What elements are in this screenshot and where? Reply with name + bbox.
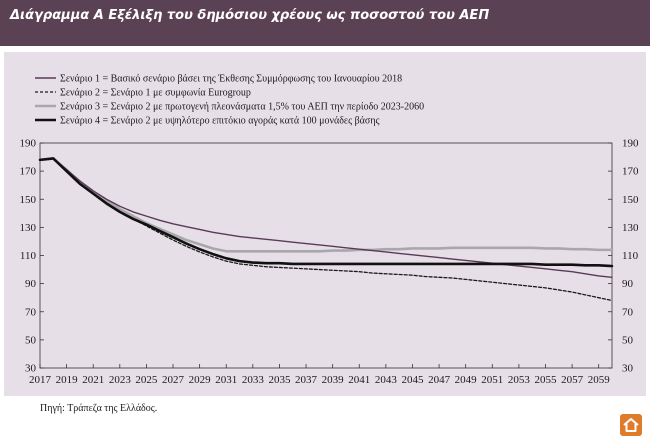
x-tick-label: 2031 <box>215 374 237 386</box>
legend-entry-3: Σενάριο 3 = Σενάριο 2 με πρωτογενή πλεον… <box>60 102 424 113</box>
series-line-scenario-2 <box>39 157 613 302</box>
y-tick-label-left: 170 <box>20 166 37 178</box>
series-line-scenario-4 <box>38 157 614 268</box>
x-tick-label: 2039 <box>322 374 345 386</box>
legend-entry-4: Σενάριο 4 = Σενάριο 2 με υψηλότερο επιτό… <box>60 116 380 127</box>
x-tick-label: 2035 <box>268 374 291 386</box>
x-tick-label: 2025 <box>135 374 158 386</box>
y-tick-label-right: 30 <box>622 363 634 375</box>
axes: 30 30 50 50 70 70 90 90 110 110 130 130 150 150 170 170… <box>20 138 640 387</box>
x-tick-label: 2029 <box>189 374 212 386</box>
y-tick-label-right: 130 <box>622 222 639 234</box>
x-tick-label: 2033 <box>242 374 265 386</box>
y-tick-label-left: 130 <box>20 222 37 234</box>
legend-entry-1: Σενάριο 1 = Βασικό σενάριο βάσει της Έκθ… <box>60 74 402 85</box>
x-tick-label: 2019 <box>56 374 79 386</box>
x-tick-label: 2021 <box>82 374 104 386</box>
y-tick-label-right: 110 <box>622 250 639 262</box>
x-tick-label: 2057 <box>561 374 584 386</box>
x-tick-label: 2053 <box>508 374 531 386</box>
y-tick-label-right: 150 <box>622 194 639 206</box>
y-tick-label-right: 90 <box>622 278 634 290</box>
x-tick-label: 2027 <box>162 374 185 386</box>
x-tick-label: 2017 <box>29 374 52 386</box>
plot-frame <box>39 142 613 369</box>
series-line-scenario-1 <box>39 157 613 278</box>
source-note: Πηγή: Τράπεζα της Ελλάδος. <box>40 403 158 414</box>
y-tick-label-right: 170 <box>622 166 639 178</box>
x-tick-label: 2023 <box>109 374 132 386</box>
chart-title: Διάγραμμα Α Εξέλιξη του δημόσιου χρέους … <box>10 8 490 23</box>
x-tick-label: 2047 <box>428 374 451 386</box>
x-tick-label: 2043 <box>375 374 398 386</box>
series-lines <box>38 157 614 302</box>
x-tick-label: 2059 <box>588 374 611 386</box>
y-tick-label-left: 70 <box>25 306 37 318</box>
house-logo-icon <box>620 414 642 436</box>
y-tick-label-right: 190 <box>622 138 639 150</box>
y-tick-label-left: 90 <box>25 278 37 290</box>
chart-header: Διάγραμμα Α Εξέλιξη του δημόσιου χρέους … <box>0 0 650 46</box>
x-tick-label: 2055 <box>534 374 557 386</box>
series-line-scenario-3 <box>38 157 614 253</box>
x-tick-label: 2049 <box>455 374 478 386</box>
y-tick-label-right: 70 <box>622 306 634 318</box>
x-tick-label: 2041 <box>348 374 370 386</box>
y-tick-label-left: 110 <box>20 250 37 262</box>
chart-panel <box>4 52 646 396</box>
x-tick-label: 2051 <box>481 374 503 386</box>
y-tick-label-left: 150 <box>20 194 37 206</box>
y-tick-label-right: 50 <box>622 334 634 346</box>
y-tick-label-left: 50 <box>25 334 37 346</box>
legend-entry-2: Σενάριο 2 = Σενάριο 1 με συμφωνία Eurogr… <box>60 88 251 99</box>
x-tick-label: 2037 <box>295 374 318 386</box>
y-tick-label-left: 30 <box>25 363 37 375</box>
x-tick-label: 2045 <box>401 374 424 386</box>
y-tick-label-left: 190 <box>20 138 37 150</box>
legend: Σενάριο 1 = Βασικό σενάριο βάσει της Έκθ… <box>35 74 424 127</box>
